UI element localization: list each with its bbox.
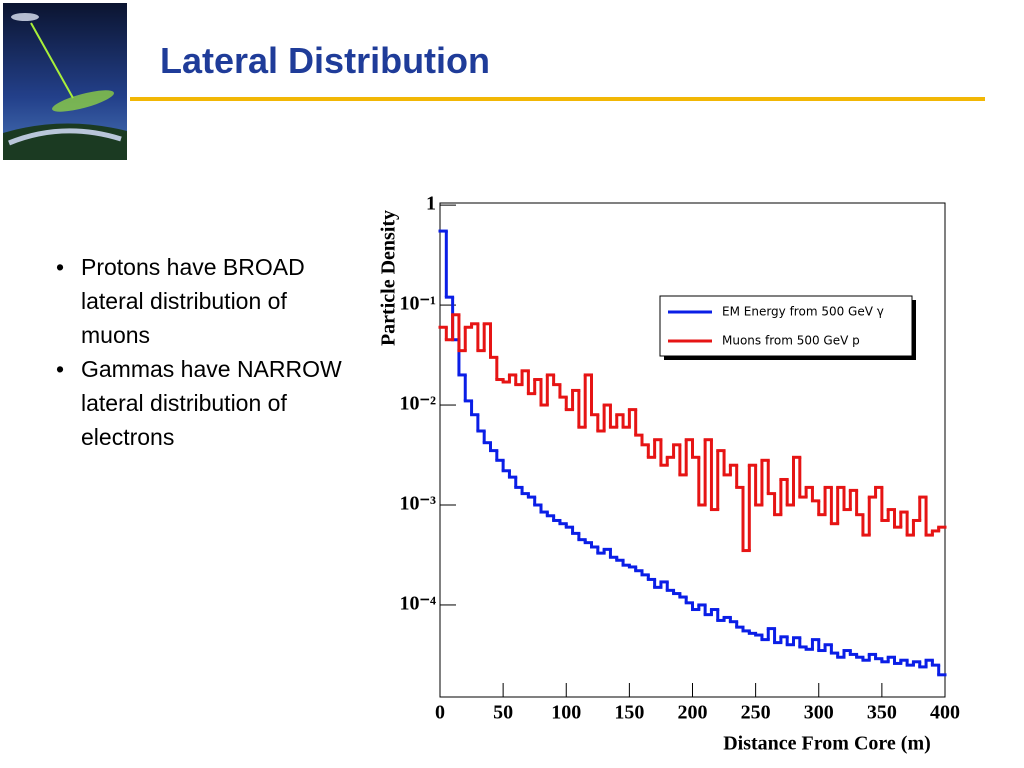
slide-title: Lateral Distribution [160,40,491,81]
title-rule [130,97,985,101]
y-tick-label: 10⁻³ [399,493,436,515]
x-tick-label: 150 [614,702,644,724]
bullet-list: Protons have BROAD lateral distribution … [56,250,356,454]
histogram-riser [444,231,941,675]
y-tick-label: 1 [426,193,436,215]
y-axis-label: Particle Density [378,210,400,346]
y-tick-label: 10⁻² [399,393,436,415]
x-tick-label: 350 [867,702,897,724]
bullet: Protons have BROAD lateral distribution … [56,250,356,352]
x-tick-label: 400 [930,702,960,724]
series [438,313,947,553]
x-axis-label: Distance From Core (m) [723,733,931,755]
histogram-riser [444,314,941,551]
x-tick-label: 100 [551,702,581,724]
legend-box [659,295,913,357]
logo [3,3,127,160]
x-tick-label: 0 [435,702,445,724]
legend-label: EM Energy from 500 GeV γ [722,305,884,319]
x-tick-label: 300 [804,702,834,724]
series [438,229,947,677]
y-tick-label: 10⁻¹ [399,293,436,315]
x-tick-label: 250 [741,702,771,724]
y-tick-label: 10⁻⁴ [399,593,436,615]
bullet: Gammas have NARROW lateral distribution … [56,352,356,454]
x-tick-label: 200 [678,702,708,724]
legend-label: Muons from 500 GeV p [722,334,860,348]
x-tick-label: 50 [493,702,513,724]
